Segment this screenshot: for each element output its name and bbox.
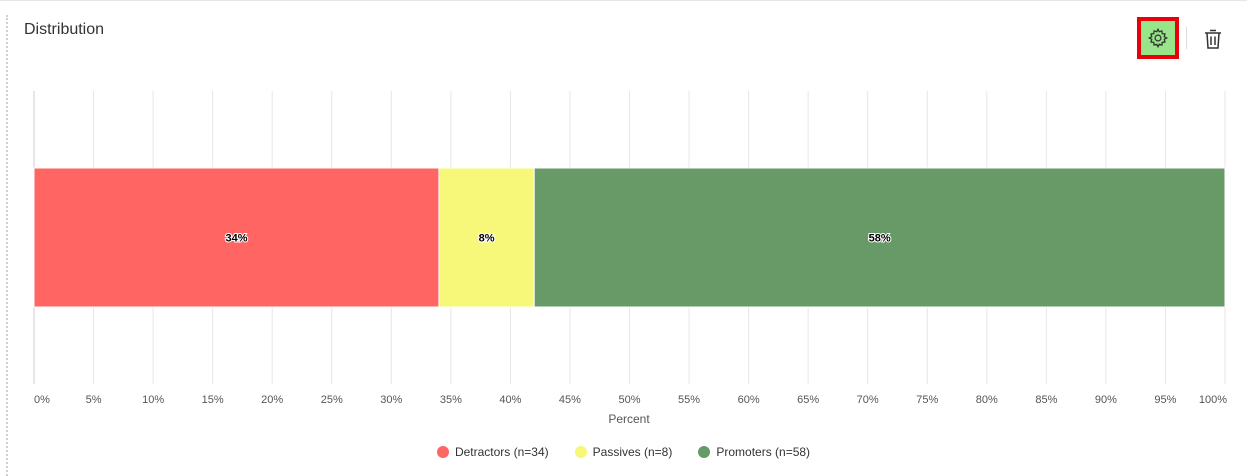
x-tick-label: 55% — [678, 394, 700, 406]
x-tick-label: 20% — [261, 394, 283, 406]
x-tick-label: 25% — [321, 394, 343, 406]
data-label-2: 58% — [869, 233, 891, 245]
x-tick-label: 75% — [916, 394, 938, 406]
x-tick-label: 85% — [1035, 394, 1057, 406]
x-tick-label: 60% — [738, 394, 760, 406]
legend-swatch — [698, 446, 711, 458]
settings-button[interactable] — [1137, 17, 1179, 59]
x-tick-label: 95% — [1154, 394, 1176, 406]
toolbar-divider — [1186, 27, 1187, 49]
legend-item-1[interactable]: Passives (n=8) — [574, 445, 673, 459]
drag-handle[interactable] — [6, 15, 8, 476]
x-tick-label: 35% — [440, 394, 462, 406]
x-tick-label: 10% — [142, 394, 164, 406]
x-tick-label: 80% — [976, 394, 998, 406]
x-tick-label: 40% — [499, 394, 521, 406]
trash-icon — [1205, 29, 1221, 49]
x-tick-label: 30% — [380, 394, 402, 406]
bar-segment-2[interactable] — [533, 167, 1226, 308]
data-label-0: 34% — [225, 233, 247, 245]
chart-legend: Detractors (n=34) Passives (n=8) Promoters… — [0, 445, 1247, 459]
x-tick-label: 0% — [34, 394, 50, 406]
bar-segment-0[interactable] — [33, 167, 440, 308]
delete-button[interactable] — [1200, 25, 1226, 53]
x-tick-label: 100% — [1199, 394, 1227, 406]
legend-item-0[interactable]: Detractors (n=34) — [436, 445, 549, 459]
x-tick-label: 15% — [202, 394, 224, 406]
legend-item-2[interactable]: Promoters (n=58) — [698, 445, 810, 459]
gear-icon — [1147, 27, 1169, 49]
legend-swatch — [574, 446, 587, 458]
x-tick-label: 50% — [618, 394, 640, 406]
x-axis-title: Percent — [608, 412, 650, 426]
bar-segment-1[interactable] — [438, 167, 535, 308]
legend-label: Promoters (n=58) — [716, 445, 811, 459]
data-label-1: 8% — [479, 233, 495, 245]
x-tick-label: 5% — [86, 394, 102, 406]
widget-title: Distribution — [24, 21, 105, 38]
legend-label: Detractors (n=34) — [454, 445, 549, 459]
x-tick-label: 45% — [559, 394, 581, 406]
x-tick-label: 90% — [1095, 394, 1117, 406]
legend-label: Passives (n=8) — [592, 445, 673, 459]
x-tick-label: 70% — [857, 394, 879, 406]
distribution-chart: 34% 8% 58% 0% 5% 10% 15% 20% 25% 30% 35% 40% 45% 50%… — [33, 91, 1227, 426]
legend-swatch — [436, 446, 449, 458]
x-tick-label: 65% — [797, 394, 819, 406]
